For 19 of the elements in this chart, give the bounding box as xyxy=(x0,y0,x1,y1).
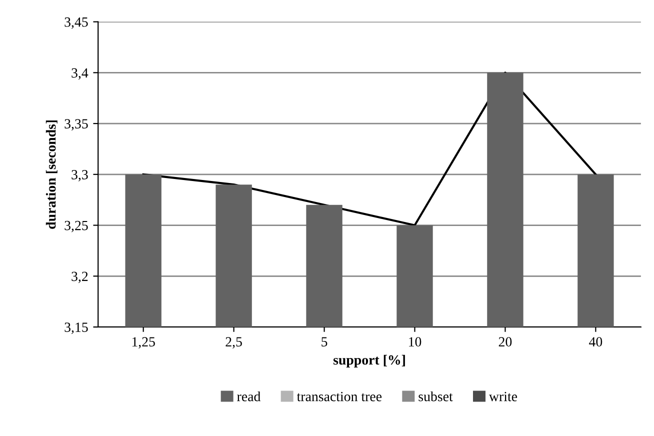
y-axis-title: duration [seconds] xyxy=(46,120,58,229)
x-tick-label: 5 xyxy=(322,337,328,346)
x-tick-label: 1,25 xyxy=(132,337,155,348)
y-tick-label: 3,35 xyxy=(64,119,88,130)
y-tick-label: 3,45 xyxy=(64,17,88,29)
y-tick-label: 3,3 xyxy=(72,170,88,182)
y-tick-label: 3,25 xyxy=(64,220,88,232)
x-tick-label: 40 xyxy=(589,337,602,346)
x-tick-label: 10 xyxy=(409,337,422,346)
y-tick-label: 3,4 xyxy=(72,68,88,80)
x-tick-label: 2,5 xyxy=(226,337,242,348)
y-tick-label: 3,15 xyxy=(64,322,88,334)
y-tick-label: 3,2 xyxy=(72,272,88,284)
legend-label: read xyxy=(237,391,261,402)
x-tick-label: 20 xyxy=(498,337,512,346)
legend-label: transaction tree xyxy=(296,392,382,402)
legend-label: write xyxy=(488,392,518,402)
legend-label: subset xyxy=(418,391,453,402)
x-axis-title: support [%] xyxy=(333,354,405,368)
